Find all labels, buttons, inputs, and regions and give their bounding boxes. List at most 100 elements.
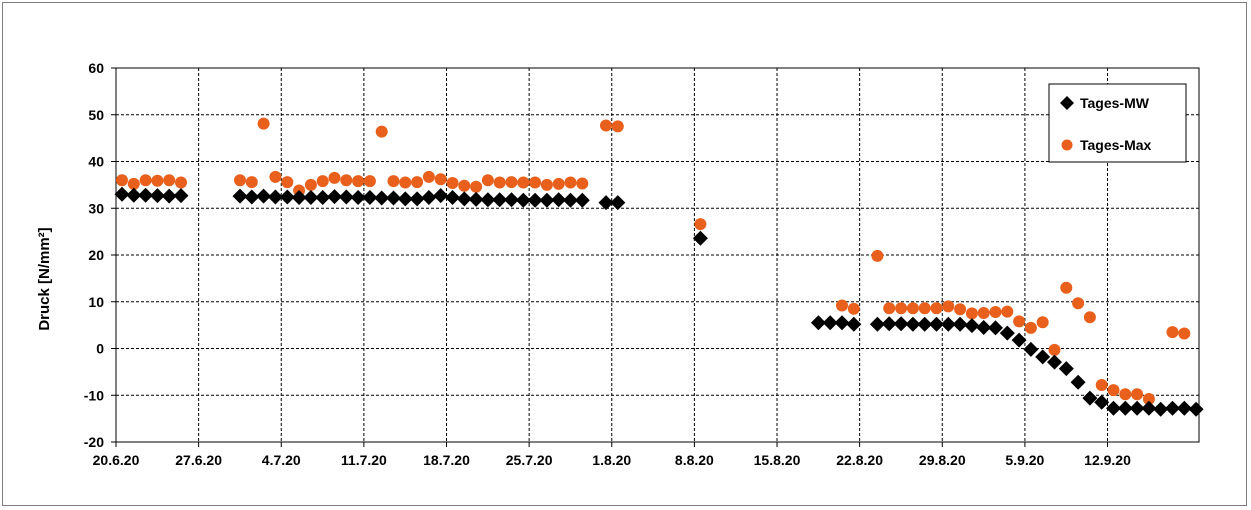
y-tick-label: 20 xyxy=(88,247,104,263)
tages-mw-point xyxy=(869,316,885,332)
tages-mw-point xyxy=(1141,400,1157,416)
tages-mw-point xyxy=(515,192,531,208)
tages-mw-point xyxy=(374,190,390,206)
tages-mw-point xyxy=(409,191,425,207)
tages-mw-point xyxy=(1058,361,1074,377)
tages-mw-point xyxy=(468,191,484,207)
tages-mw-point xyxy=(1047,354,1062,370)
tages-mw-point xyxy=(267,189,283,205)
tages-mw-point xyxy=(692,230,708,246)
tages-max-point xyxy=(1119,388,1132,401)
tages-max-point xyxy=(1107,384,1120,397)
tages-max-point xyxy=(422,170,435,183)
tages-max-point xyxy=(1036,316,1049,329)
x-tick-label: 12.9.20 xyxy=(1084,452,1131,468)
y-axis-label: Druck [N/mm²] xyxy=(36,227,53,330)
x-tick-label: 15.8.20 xyxy=(754,452,801,468)
tages-mw-point xyxy=(327,189,342,205)
tages-mw-point xyxy=(1082,390,1098,406)
tages-mw-point xyxy=(952,316,968,332)
y-tick-label: 10 xyxy=(88,294,104,310)
tages-max-point xyxy=(965,307,978,320)
x-tick-label: 8.8.20 xyxy=(675,452,714,468)
axes xyxy=(111,67,1200,447)
tages-max-point xyxy=(175,176,187,189)
tages-mw-point xyxy=(1117,400,1133,416)
tages-max-point xyxy=(446,177,459,189)
tages-max-point xyxy=(163,174,176,187)
tages-mw-point xyxy=(527,192,543,208)
tages-max-point xyxy=(611,120,624,133)
tages-max-point xyxy=(847,302,860,315)
tages-max-point xyxy=(918,302,931,315)
tages-mw-point xyxy=(976,320,992,335)
tages-max-point xyxy=(304,178,317,191)
tages-max-point xyxy=(458,179,471,192)
tages-mw-point xyxy=(999,325,1015,341)
x-tick-label: 25.7.20 xyxy=(506,452,553,468)
tages-max-point xyxy=(540,178,553,191)
tages-max-point xyxy=(1178,327,1191,340)
tages-mw-point xyxy=(905,316,921,332)
tages-max-point xyxy=(316,175,329,188)
tages-max-point xyxy=(1166,326,1179,339)
x-tick-label: 20.6.20 xyxy=(93,452,140,468)
tages-mw-point xyxy=(810,315,826,331)
y-tick-label: -20 xyxy=(84,434,104,450)
tages-mw-point xyxy=(1129,400,1145,416)
tages-mw-point xyxy=(917,316,933,332)
tages-max-point xyxy=(600,119,612,132)
y-tick-label: 50 xyxy=(88,107,104,123)
x-tick-label: 29.8.20 xyxy=(919,452,966,468)
tages-max-point xyxy=(576,177,589,190)
tages-mw-point xyxy=(1176,400,1192,416)
tages-max-point xyxy=(942,300,955,313)
tages-mw-point xyxy=(362,190,378,205)
tages-mw-point xyxy=(574,192,590,208)
tages-max-point xyxy=(552,177,565,190)
tages-mw-point xyxy=(456,191,472,207)
tages-mw-point xyxy=(988,320,1003,336)
tages-mw-point xyxy=(173,188,189,204)
tages-max-point xyxy=(1131,388,1144,401)
tages-mw-point xyxy=(893,316,909,332)
tages-max-point xyxy=(977,307,990,319)
grid xyxy=(116,67,1199,442)
tages-max-point xyxy=(328,171,341,184)
tages-mw-point xyxy=(114,186,130,202)
tages-max-point xyxy=(1095,379,1108,391)
tages-max-point xyxy=(470,180,483,193)
tages-mw-point xyxy=(551,192,567,208)
legend-tages-max-marker xyxy=(1061,139,1073,151)
x-tick-label: 1.8.20 xyxy=(592,452,631,468)
legend: Tages-MW Tages-Max xyxy=(1048,83,1187,163)
tages-max-point xyxy=(434,173,447,186)
tages-mw-point xyxy=(492,192,508,208)
tages-max-point xyxy=(871,249,884,262)
x-tick-label: 11.7.20 xyxy=(341,452,387,468)
tages-max-point xyxy=(399,176,412,189)
tages-mw-point xyxy=(350,190,366,205)
tages-max-point xyxy=(529,176,542,189)
y-tick-label: -10 xyxy=(84,387,104,403)
tages-mw-point xyxy=(846,316,862,332)
tages-max-point xyxy=(352,175,365,188)
y-tick-label: 0 xyxy=(96,341,104,357)
tages-mw-point xyxy=(964,318,980,334)
tages-mw-point xyxy=(338,189,354,205)
x-tick-labels: 20.6.20 27.6.20 4.7.20 11.7.20 18.7.20 25.7.2… xyxy=(93,452,1131,468)
tages-max-point xyxy=(139,174,152,187)
tages-max-point xyxy=(245,176,258,189)
tages-mw-point xyxy=(504,192,519,208)
tages-max-point xyxy=(363,175,376,188)
legend-tages-mw-label: Tages-MW xyxy=(1080,95,1150,111)
tages-max-point xyxy=(116,174,128,187)
tages-max-point xyxy=(694,218,707,231)
legend-tages-mw-marker xyxy=(1060,96,1074,110)
tages-max-point xyxy=(1024,321,1037,334)
x-tick-label: 22.8.20 xyxy=(836,452,883,468)
y-tick-label: 60 xyxy=(88,60,104,76)
tages-max-point xyxy=(151,174,164,187)
tages-mw-point xyxy=(149,188,165,204)
